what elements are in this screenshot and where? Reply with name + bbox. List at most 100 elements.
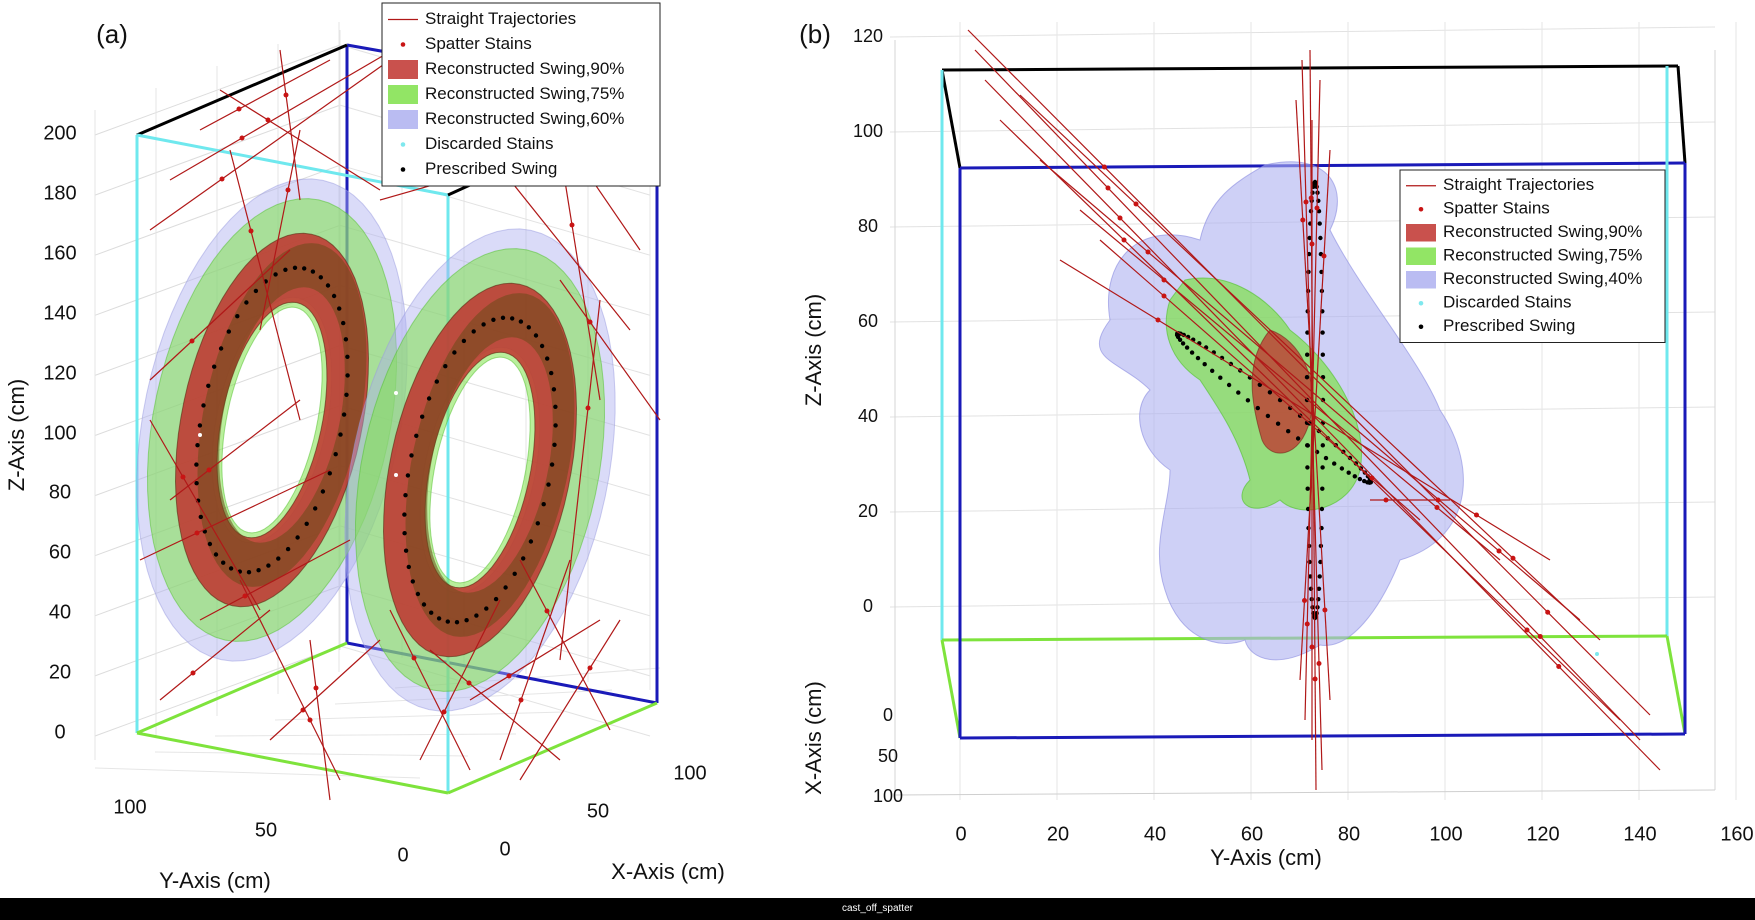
prescribed-swing-point [206,383,211,388]
prescribed-swing-point [1236,390,1241,395]
prescribed-swing-point [526,325,531,330]
prescribed-swing-point [327,471,332,476]
trajectory-line [559,279,661,421]
x-tick-label: 50 [587,800,609,822]
z-axis-ticks: 0 20 40 60 80 100 120 140 160 180 200 [43,122,76,743]
prescribed-swing-point [539,343,545,349]
prescribed-swing-point [528,539,534,544]
panel-label: (b) [799,19,831,49]
z-tick-label: 80 [858,216,878,236]
legend-box [381,2,661,187]
legend-item: Reconstructed Swing,75% [388,84,624,104]
spatter-stain [1524,627,1530,633]
prescribed-swing-point [518,319,524,324]
spatter-stain [194,530,200,536]
prescribed-swing-point [1320,352,1326,357]
trajectory-line [279,49,301,201]
prescribed-swing-point [235,314,240,319]
swing-2 [344,228,616,712]
z-tick-label: 100 [43,422,76,444]
box-edge [959,161,1686,170]
prescribed-swing-point [341,412,347,417]
grid-line [94,767,421,779]
legend-label: Straight Trajectories [1443,175,1594,194]
prescribed-swing-point [551,387,557,392]
spatter-stain [1161,277,1167,283]
prescribed-swing-point [1305,465,1310,470]
trajectory-line [149,249,291,381]
z-tick-label: 140 [43,302,76,324]
prescribed-swing-point [285,546,291,552]
grid-line [154,751,469,757]
spatter-stain [248,228,254,234]
trajectory-line [974,49,1641,741]
legend-item: Reconstructed Swing,40% [1406,269,1642,289]
z-tick-label: 120 [853,26,883,46]
swing-90-core [405,293,575,637]
spatter-stain [313,685,319,691]
prescribed-swing-point [331,293,337,299]
spatter-stain [206,467,212,473]
prescribed-swing-point [266,563,271,568]
grid-line [889,121,1716,133]
prescribed-swing-point [244,300,249,305]
y-tick-label: 80 [1338,823,1360,845]
spatter-stain [585,405,591,411]
box-edge [136,43,348,137]
y-tick-label: 120 [1526,823,1559,845]
spatter-stain [1101,164,1107,170]
prescribed-swing-point [221,560,226,565]
prescribed-swing-point [546,482,551,487]
z-tick-label: 180 [43,182,76,204]
prescribed-swing-point [212,364,217,369]
trajectory-line [389,609,471,771]
prescribed-swing-point [461,338,467,344]
trajectory-line [1079,209,1501,561]
prescribed-swing-point [345,354,350,359]
z-tick-label: 60 [858,311,878,331]
z-tick-label: 160 [43,242,76,264]
trajectory-line [309,639,331,801]
trajectory-line [999,119,1621,721]
prescribed-swing-point [1275,421,1281,426]
prescribed-swing-point [552,442,557,447]
prescribed-swing-point [1307,559,1312,565]
spatter-stain [518,697,524,703]
z-tick-label: 20 [858,501,878,521]
prescribed-swing-point [295,535,300,540]
trajectory-line [499,559,571,761]
legend-patch-swatch [1406,271,1436,289]
prescribed-swing-point [553,404,558,409]
spatter-stain [1155,317,1161,323]
spatter-stain [441,709,447,715]
spatter-stain [411,655,417,661]
legend-label: Discarded Stains [1443,293,1572,312]
x-axis-ticks: 0 50 100 [499,762,706,860]
trajectory-line [429,649,561,761]
prescribed-swing-point [228,566,234,571]
z-axis-ticks: 0 20 40 60 80 100 120 [853,26,883,616]
z-tick-label: 80 [49,481,71,503]
trajectory-line [259,129,301,331]
prescribed-swing-point [1245,398,1251,403]
prescribed-swing-point [503,585,508,590]
legend-patch-swatch [388,60,418,79]
prescribed-swing-point [1218,375,1223,380]
panel-a: (a) 0 20 40 60 80 100 120 140 160 180 200 Z-Axis (cm… [4,2,725,893]
prescribed-swing-point [500,315,506,320]
prescribed-swing-point [283,267,288,272]
prescribed-swing-point [403,548,409,553]
z-tick-label: 40 [49,601,71,623]
y-axis-ticks: 0 20 40 60 80 100 120 140 160 [955,823,1753,845]
prescribed-swing-point [1317,221,1322,226]
prescribed-swing-point [207,541,213,547]
prescribed-swing-point [1346,470,1351,475]
prescribed-swing-point [410,579,415,584]
y-tick-label: 0 [955,823,966,845]
z-tick-label: 20 [49,661,71,683]
prescribed-swing-point [1210,368,1215,373]
prescribed-swing-point [1226,382,1232,388]
panel-label: (a) [96,19,128,49]
legend-label: Reconstructed Swing,90% [425,59,624,78]
spatter-stain [1161,293,1167,299]
